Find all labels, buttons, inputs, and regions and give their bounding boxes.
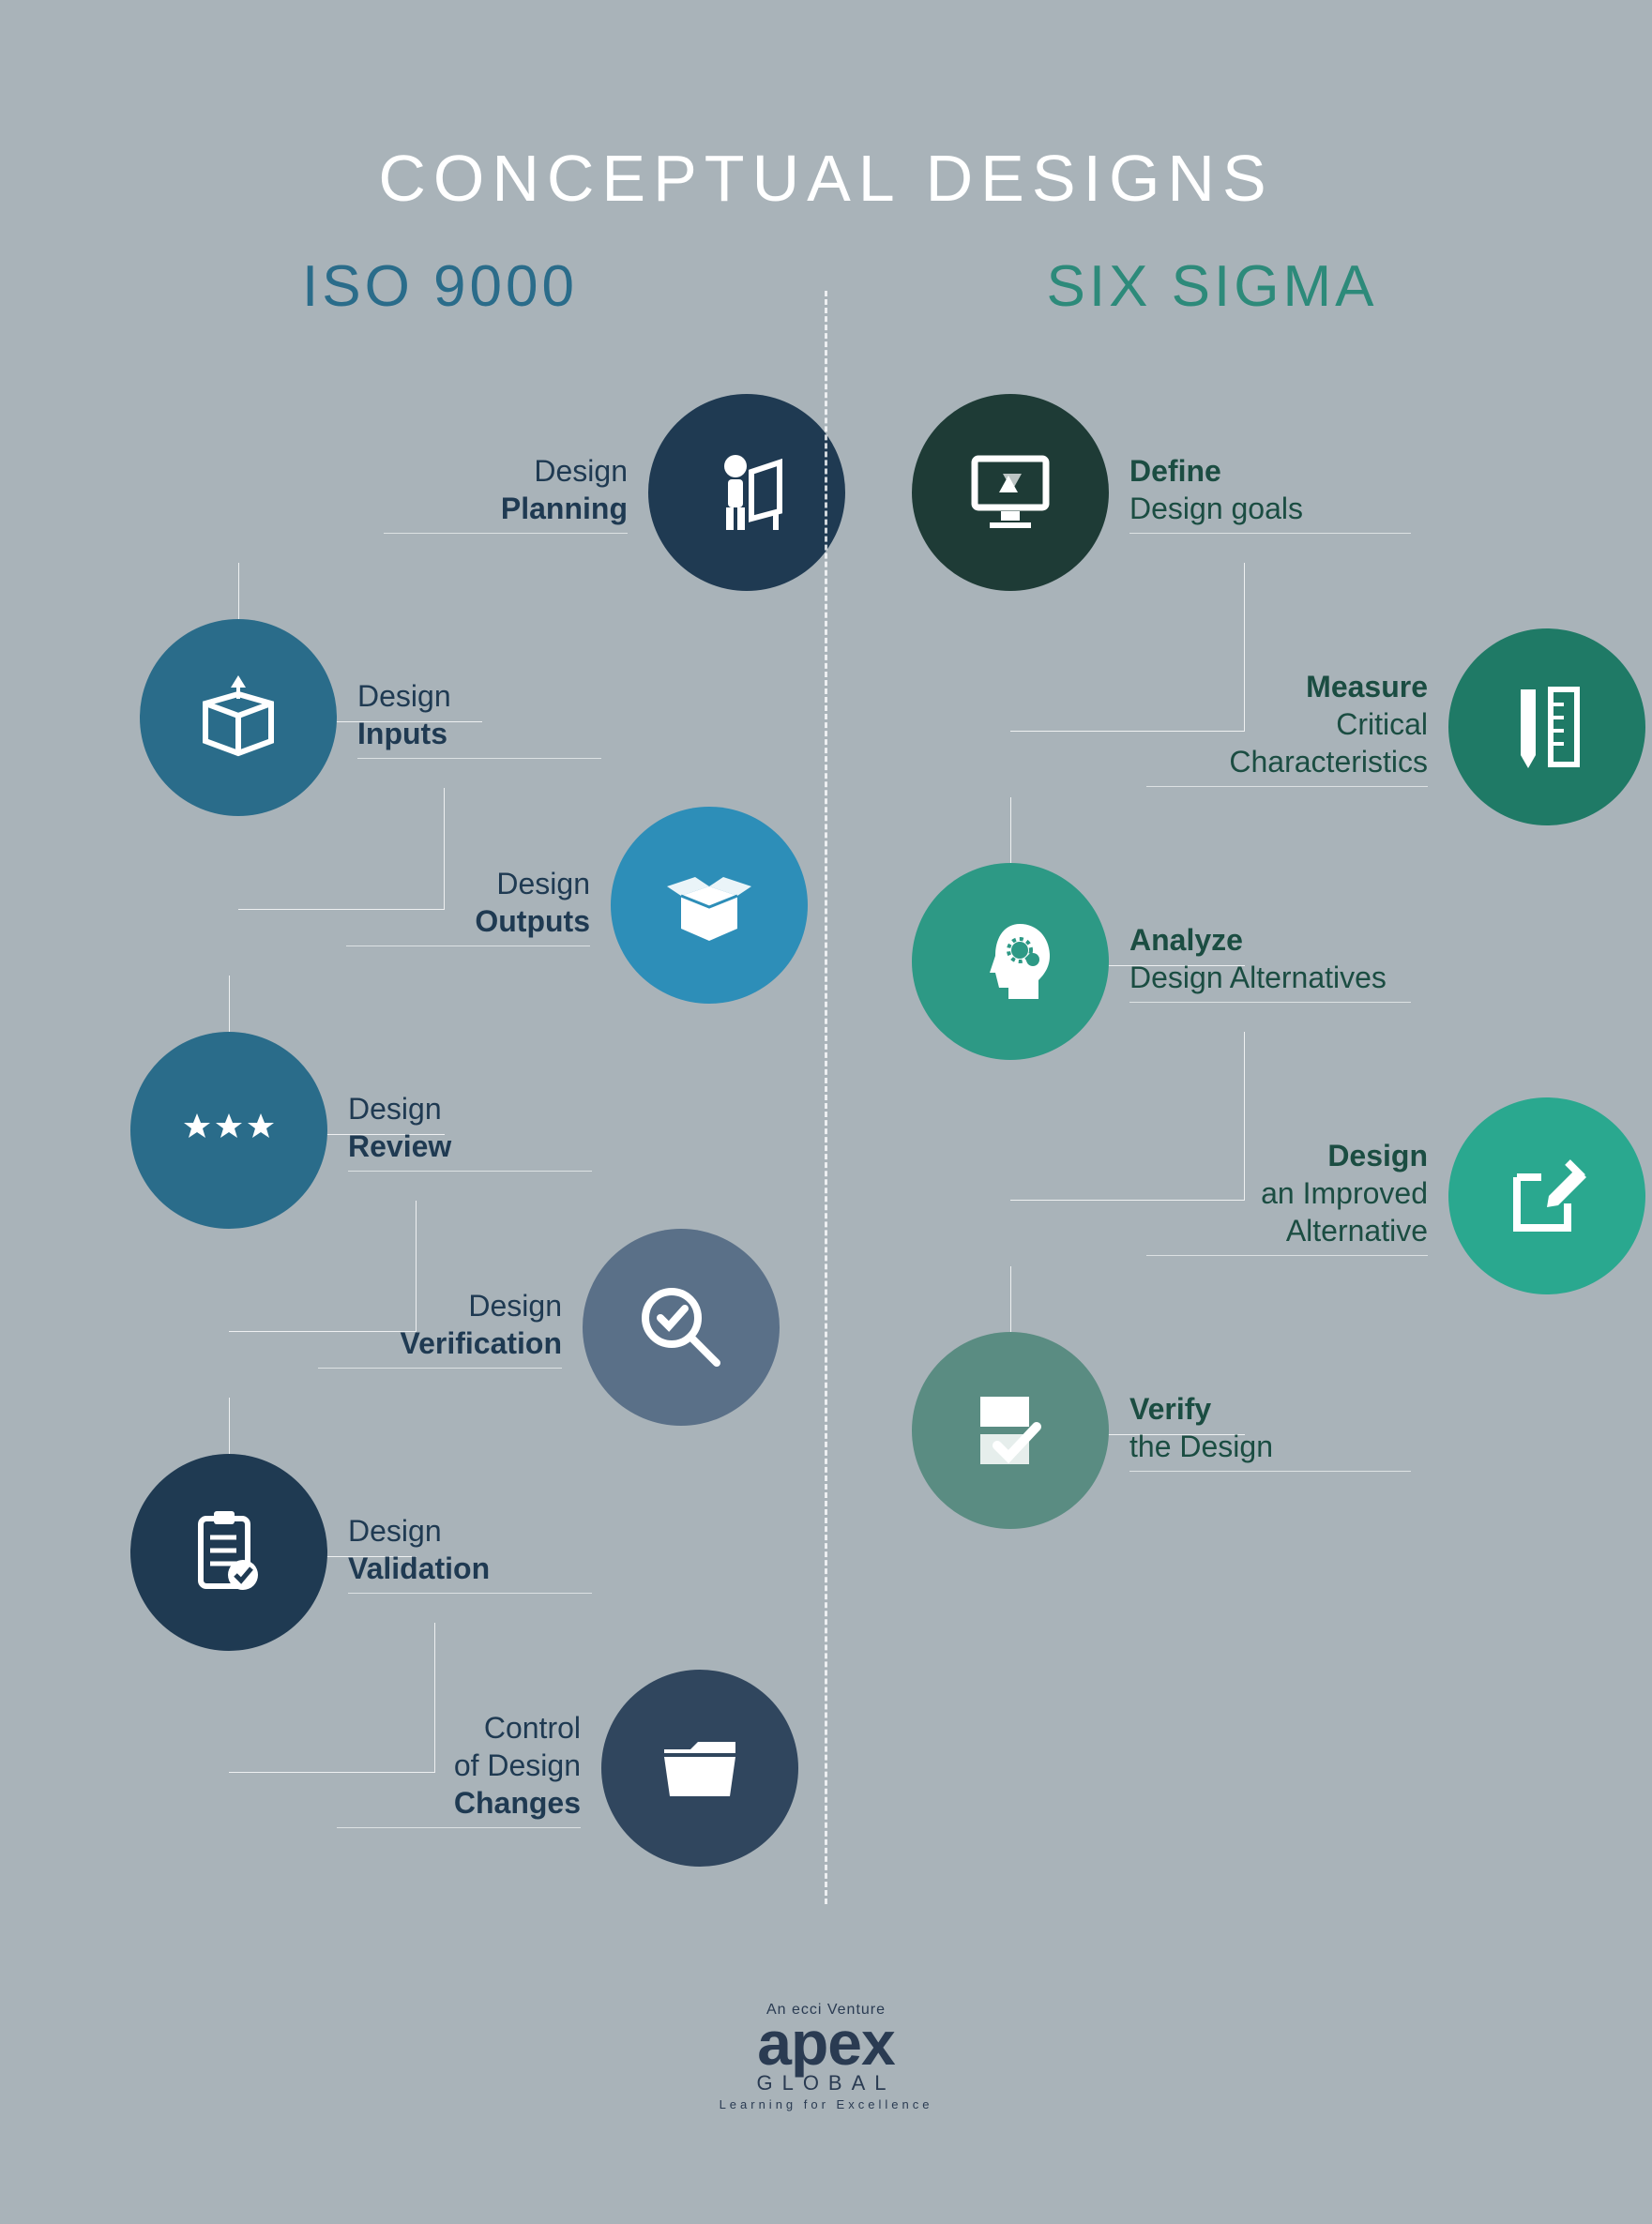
step: DesignPlanning xyxy=(384,394,845,591)
monitor-icon xyxy=(912,394,1109,591)
vertical-divider xyxy=(825,291,827,1904)
doc-check-icon xyxy=(912,1332,1109,1529)
step-label: DesignVerification xyxy=(318,1287,562,1369)
step-label: Controlof DesignChanges xyxy=(337,1709,581,1828)
column-sixsigma: SIX SIGMA DefineDesign goals MeasureCriti… xyxy=(846,253,1578,1904)
edit-square-icon xyxy=(1448,1097,1645,1294)
footer-logo: An ecci Venture apex GLOBAL Learning for… xyxy=(0,2002,1652,2111)
step-label: MeasureCritical Characteristics xyxy=(1146,668,1428,787)
heading-iso9000: ISO 9000 xyxy=(74,253,806,320)
heading-sixsigma: SIX SIGMA xyxy=(846,253,1578,320)
box-in-icon xyxy=(140,619,337,816)
columns: ISO 9000 DesignPlanning DesignInputs Desig… xyxy=(0,253,1652,1904)
step-label: AnalyzeDesign Alternatives xyxy=(1129,921,1411,1003)
step: DesignValidation xyxy=(130,1454,592,1651)
folder-icon xyxy=(601,1670,798,1867)
stars-icon xyxy=(130,1032,327,1229)
step: MeasureCritical Characteristics xyxy=(1146,628,1645,825)
step-label: Verifythe Design xyxy=(1129,1390,1411,1472)
step-label: DesignOutputs xyxy=(346,865,590,946)
head-gears-icon xyxy=(912,863,1109,1060)
step-label: DefineDesign goals xyxy=(1129,452,1411,534)
step: Verifythe Design xyxy=(912,1332,1411,1529)
step: DesignReview xyxy=(130,1032,592,1229)
step: Designan ImprovedAlternative xyxy=(1146,1097,1645,1294)
box-open-icon xyxy=(611,807,808,1004)
search-check-icon xyxy=(583,1229,780,1426)
footer-tag: Learning for Excellence xyxy=(0,2097,1652,2111)
footer-brand: apex xyxy=(0,2007,1652,2079)
step: DesignOutputs xyxy=(346,807,808,1004)
step-label: DesignReview xyxy=(348,1090,592,1172)
step: AnalyzeDesign Alternatives xyxy=(912,863,1411,1060)
person-desk-icon xyxy=(648,394,845,591)
step-label: DesignInputs xyxy=(357,677,601,759)
step: DesignInputs xyxy=(140,619,601,816)
footer-global: GLOBAL xyxy=(0,2071,1652,2095)
step: DesignVerification xyxy=(318,1229,780,1426)
step: DefineDesign goals xyxy=(912,394,1411,591)
column-iso9000: ISO 9000 DesignPlanning DesignInputs Desig… xyxy=(74,253,806,1904)
page-title: CONCEPTUAL DESIGNS xyxy=(0,0,1652,216)
clipboard-icon xyxy=(130,1454,327,1651)
step: Controlof DesignChanges xyxy=(337,1670,798,1867)
step-label: Designan ImprovedAlternative xyxy=(1146,1137,1428,1256)
step-label: DesignPlanning xyxy=(384,452,628,534)
pencil-ruler-icon xyxy=(1448,628,1645,825)
step-label: DesignValidation xyxy=(348,1512,592,1594)
